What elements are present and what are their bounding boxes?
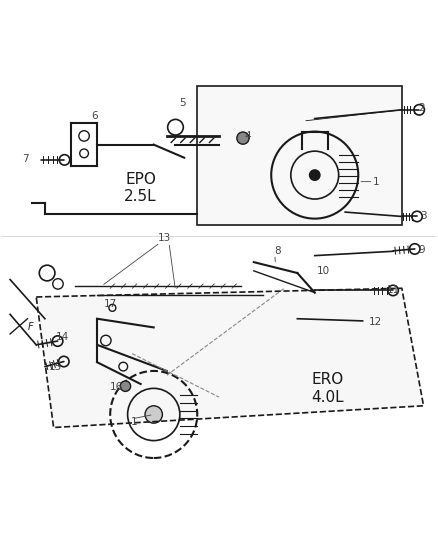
Text: EPO
2.5L: EPO 2.5L: [124, 172, 157, 204]
Text: 17: 17: [103, 300, 117, 309]
Text: 16: 16: [110, 383, 124, 392]
Circle shape: [120, 381, 131, 391]
Text: 10: 10: [317, 266, 330, 276]
Circle shape: [310, 170, 320, 180]
Text: 7: 7: [22, 154, 28, 164]
Text: 14: 14: [56, 333, 69, 342]
Text: 12: 12: [369, 317, 382, 327]
Text: 1: 1: [372, 176, 379, 187]
Text: 11: 11: [386, 285, 400, 295]
Circle shape: [237, 132, 249, 144]
Text: 13: 13: [158, 233, 171, 243]
Polygon shape: [36, 288, 424, 427]
Text: 5: 5: [179, 98, 185, 108]
Text: 8: 8: [275, 246, 281, 256]
Text: 2: 2: [418, 103, 425, 112]
Text: F: F: [28, 322, 34, 333]
Text: 4: 4: [244, 131, 251, 141]
Text: 6: 6: [92, 111, 98, 122]
Text: 3: 3: [420, 211, 427, 221]
Text: 15: 15: [49, 362, 63, 373]
Text: 1: 1: [131, 417, 138, 427]
Text: ERO
4.0L: ERO 4.0L: [311, 372, 344, 405]
Text: 9: 9: [418, 245, 425, 255]
FancyBboxPatch shape: [197, 86, 402, 225]
Circle shape: [145, 406, 162, 423]
